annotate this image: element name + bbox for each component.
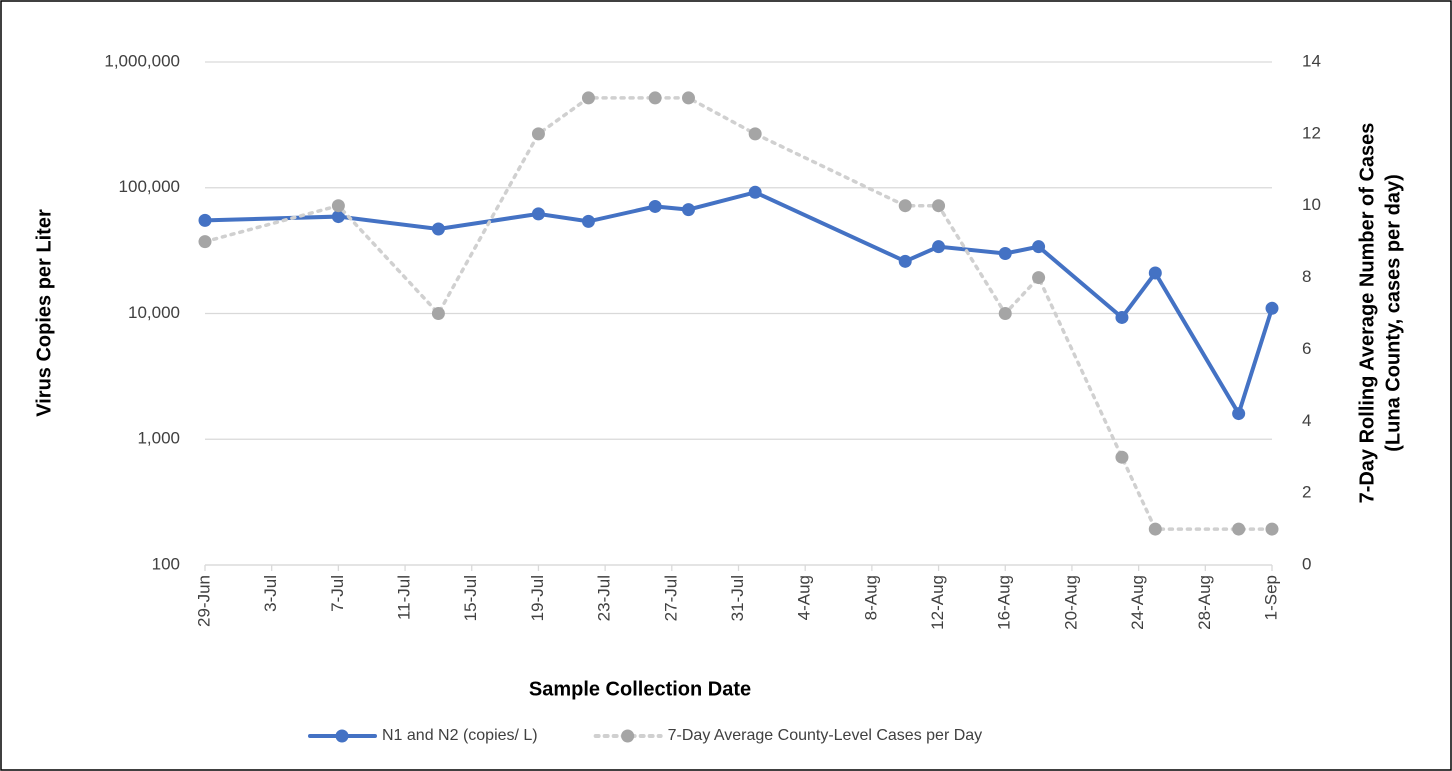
x-tick-label: 4-Aug	[795, 575, 814, 620]
x-tick-label: 8-Aug	[861, 575, 880, 620]
y2-tick-label: 14	[1302, 51, 1321, 70]
y2-axis-title: (Luna County, cases per day)	[1382, 174, 1404, 451]
legend-marker	[621, 729, 635, 743]
x-tick-label: 31-Jul	[728, 575, 747, 621]
series-marker	[1265, 522, 1279, 536]
x-tick-label: 15-Jul	[461, 575, 480, 621]
series-marker	[932, 199, 946, 213]
series-marker	[581, 214, 595, 228]
x-tick-label: 16-Aug	[995, 575, 1014, 630]
legend-label: N1 and N2 (copies/ L)	[382, 727, 538, 744]
y-tick-label: 10,000	[128, 303, 180, 322]
y2-tick-label: 4	[1302, 411, 1311, 430]
y-tick-label: 1,000	[137, 429, 180, 448]
y-tick-label: 100	[152, 554, 180, 573]
y2-tick-label: 0	[1302, 554, 1311, 573]
series-marker	[1232, 407, 1246, 421]
x-tick-label: 23-Jul	[595, 575, 614, 621]
series-marker	[531, 207, 545, 221]
x-tick-label: 12-Aug	[928, 575, 947, 630]
legend-marker	[335, 729, 349, 743]
y2-tick-label: 12	[1302, 123, 1321, 142]
x-tick-label: 11-Jul	[395, 575, 414, 620]
series-marker	[998, 307, 1012, 320]
y-tick-label: 1,000,000	[104, 51, 180, 70]
series-marker	[1148, 522, 1162, 536]
series-marker	[681, 203, 695, 217]
y2-tick-label: 8	[1302, 267, 1311, 286]
series-marker	[748, 127, 762, 141]
x-axis-title: Sample Collection Date	[529, 678, 751, 700]
series-marker	[932, 240, 946, 254]
series-marker	[1232, 522, 1246, 536]
series-marker	[198, 235, 212, 249]
y2-tick-label: 2	[1302, 483, 1311, 502]
y-tick-label: 100,000	[119, 177, 180, 196]
series-marker	[531, 127, 545, 141]
x-tick-label: 1-Sep	[1261, 575, 1280, 620]
series-marker	[898, 254, 912, 268]
x-tick-label: 29-Jun	[194, 575, 213, 627]
series-marker	[581, 91, 595, 105]
legend-label: 7-Day Average County-Level Cases per Day	[668, 727, 983, 744]
series-marker	[1148, 266, 1162, 280]
y2-tick-label: 10	[1302, 195, 1321, 214]
series-marker	[1265, 301, 1279, 315]
series-marker	[331, 199, 345, 213]
series-marker	[1032, 240, 1046, 254]
y-axis-title: Virus Copies per Liter	[33, 209, 55, 417]
x-tick-label: 27-Jul	[661, 575, 680, 621]
x-tick-label: 19-Jul	[528, 575, 547, 621]
series-marker	[648, 199, 662, 213]
series-marker	[681, 91, 695, 105]
series-marker	[648, 91, 662, 105]
series-marker	[1115, 310, 1129, 324]
series-marker	[431, 307, 445, 320]
x-tick-label: 3-Jul	[261, 575, 280, 612]
series-marker	[198, 213, 212, 227]
series-marker	[1115, 450, 1129, 464]
series-line	[203, 96, 1274, 531]
x-tick-label: 28-Aug	[1195, 575, 1214, 630]
series-marker	[898, 199, 912, 213]
x-tick-label: 7-Jul	[328, 575, 347, 612]
y2-tick-label: 6	[1302, 339, 1311, 358]
series-marker	[431, 222, 445, 236]
x-tick-label: 24-Aug	[1128, 575, 1147, 630]
series-marker	[1032, 271, 1046, 285]
series-marker	[331, 210, 345, 224]
series-marker	[998, 247, 1012, 261]
x-tick-label: 20-Aug	[1061, 575, 1080, 630]
series-marker	[748, 185, 762, 199]
y2-axis-title: 7-Day Rolling Average Number of Cases	[1356, 123, 1378, 504]
